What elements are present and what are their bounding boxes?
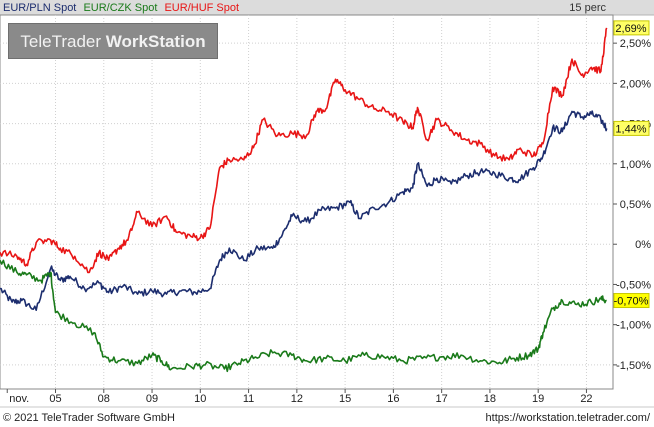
y-tick-label: -1,00%	[616, 320, 651, 332]
x-tick-label: 09	[146, 393, 158, 405]
last-value-badge-bg	[613, 20, 650, 36]
footer-url[interactable]: https://workstation.teletrader.com/	[486, 412, 651, 424]
y-tick-label: 2,00%	[620, 78, 651, 90]
legend-item-eur-pln: EUR/PLN Spot	[3, 2, 76, 14]
x-tick-label: 10	[194, 393, 206, 405]
x-tick-label: 17	[436, 393, 448, 405]
x-axis: nov. 05 08 09 10 11 12 15 16 17 18 19 22	[6, 389, 593, 405]
series-line-eur-pln-spot	[0, 110, 608, 311]
legend-item-eur-huf: EUR/HUF Spot	[164, 2, 239, 14]
x-tick-label: 08	[98, 393, 110, 405]
plot-area	[0, 14, 614, 390]
x-tick-label: 12	[291, 393, 303, 405]
x-tick-label: 22	[580, 393, 592, 405]
units-label: 15 perc	[569, 2, 606, 14]
y-tick-label: 1,00%	[620, 159, 651, 171]
y-tick-label: 0%	[635, 239, 651, 251]
last-value-badge-bg	[613, 293, 650, 309]
last-value-badges: 1,44% -0,70% 2,69%	[613, 20, 650, 309]
y-tick-label: -0,50%	[616, 279, 651, 291]
last-value-badge: 1,44%	[615, 123, 646, 135]
legend: EUR/PLN Spot EUR/CZK Spot EUR/HUF Spot	[3, 2, 239, 14]
watermark-brand: TeleTrader	[20, 32, 102, 51]
watermark-text: TeleTrader WorkStation	[9, 32, 217, 52]
x-tick-label: 16	[387, 393, 399, 405]
x-tick-label: 18	[484, 393, 496, 405]
y-tick-label: -1,50%	[616, 360, 651, 372]
x-tick-label: 15	[339, 393, 351, 405]
series-line-eur-czk-spot	[0, 259, 607, 373]
x-tick-label: 19	[532, 393, 544, 405]
legend-item-eur-czk: EUR/CZK Spot	[83, 2, 157, 14]
last-value-badge: -0,70%	[614, 296, 649, 308]
series-line-eur-huf-spot	[0, 27, 608, 274]
series-layer	[0, 27, 608, 373]
y-tick-label: 0,50%	[620, 199, 651, 211]
watermark-product: WorkStation	[105, 32, 206, 51]
header-band	[0, 0, 654, 15]
watermark-logo: TeleTrader WorkStation	[8, 23, 218, 59]
last-value-badge-bg	[613, 120, 650, 136]
x-tick-label: nov.	[9, 393, 29, 405]
x-tick-label: 05	[49, 393, 61, 405]
y-tick-label: 2,50%	[620, 38, 651, 50]
y-axis: -1,50%-1,00%-0,50%0%0,50%1,00%1,50%2,00%…	[613, 38, 651, 372]
last-value-badge: 2,69%	[615, 23, 646, 35]
x-tick-label: 11	[243, 393, 254, 405]
footer-copyright: © 2021 TeleTrader Software GmbH	[3, 412, 175, 424]
